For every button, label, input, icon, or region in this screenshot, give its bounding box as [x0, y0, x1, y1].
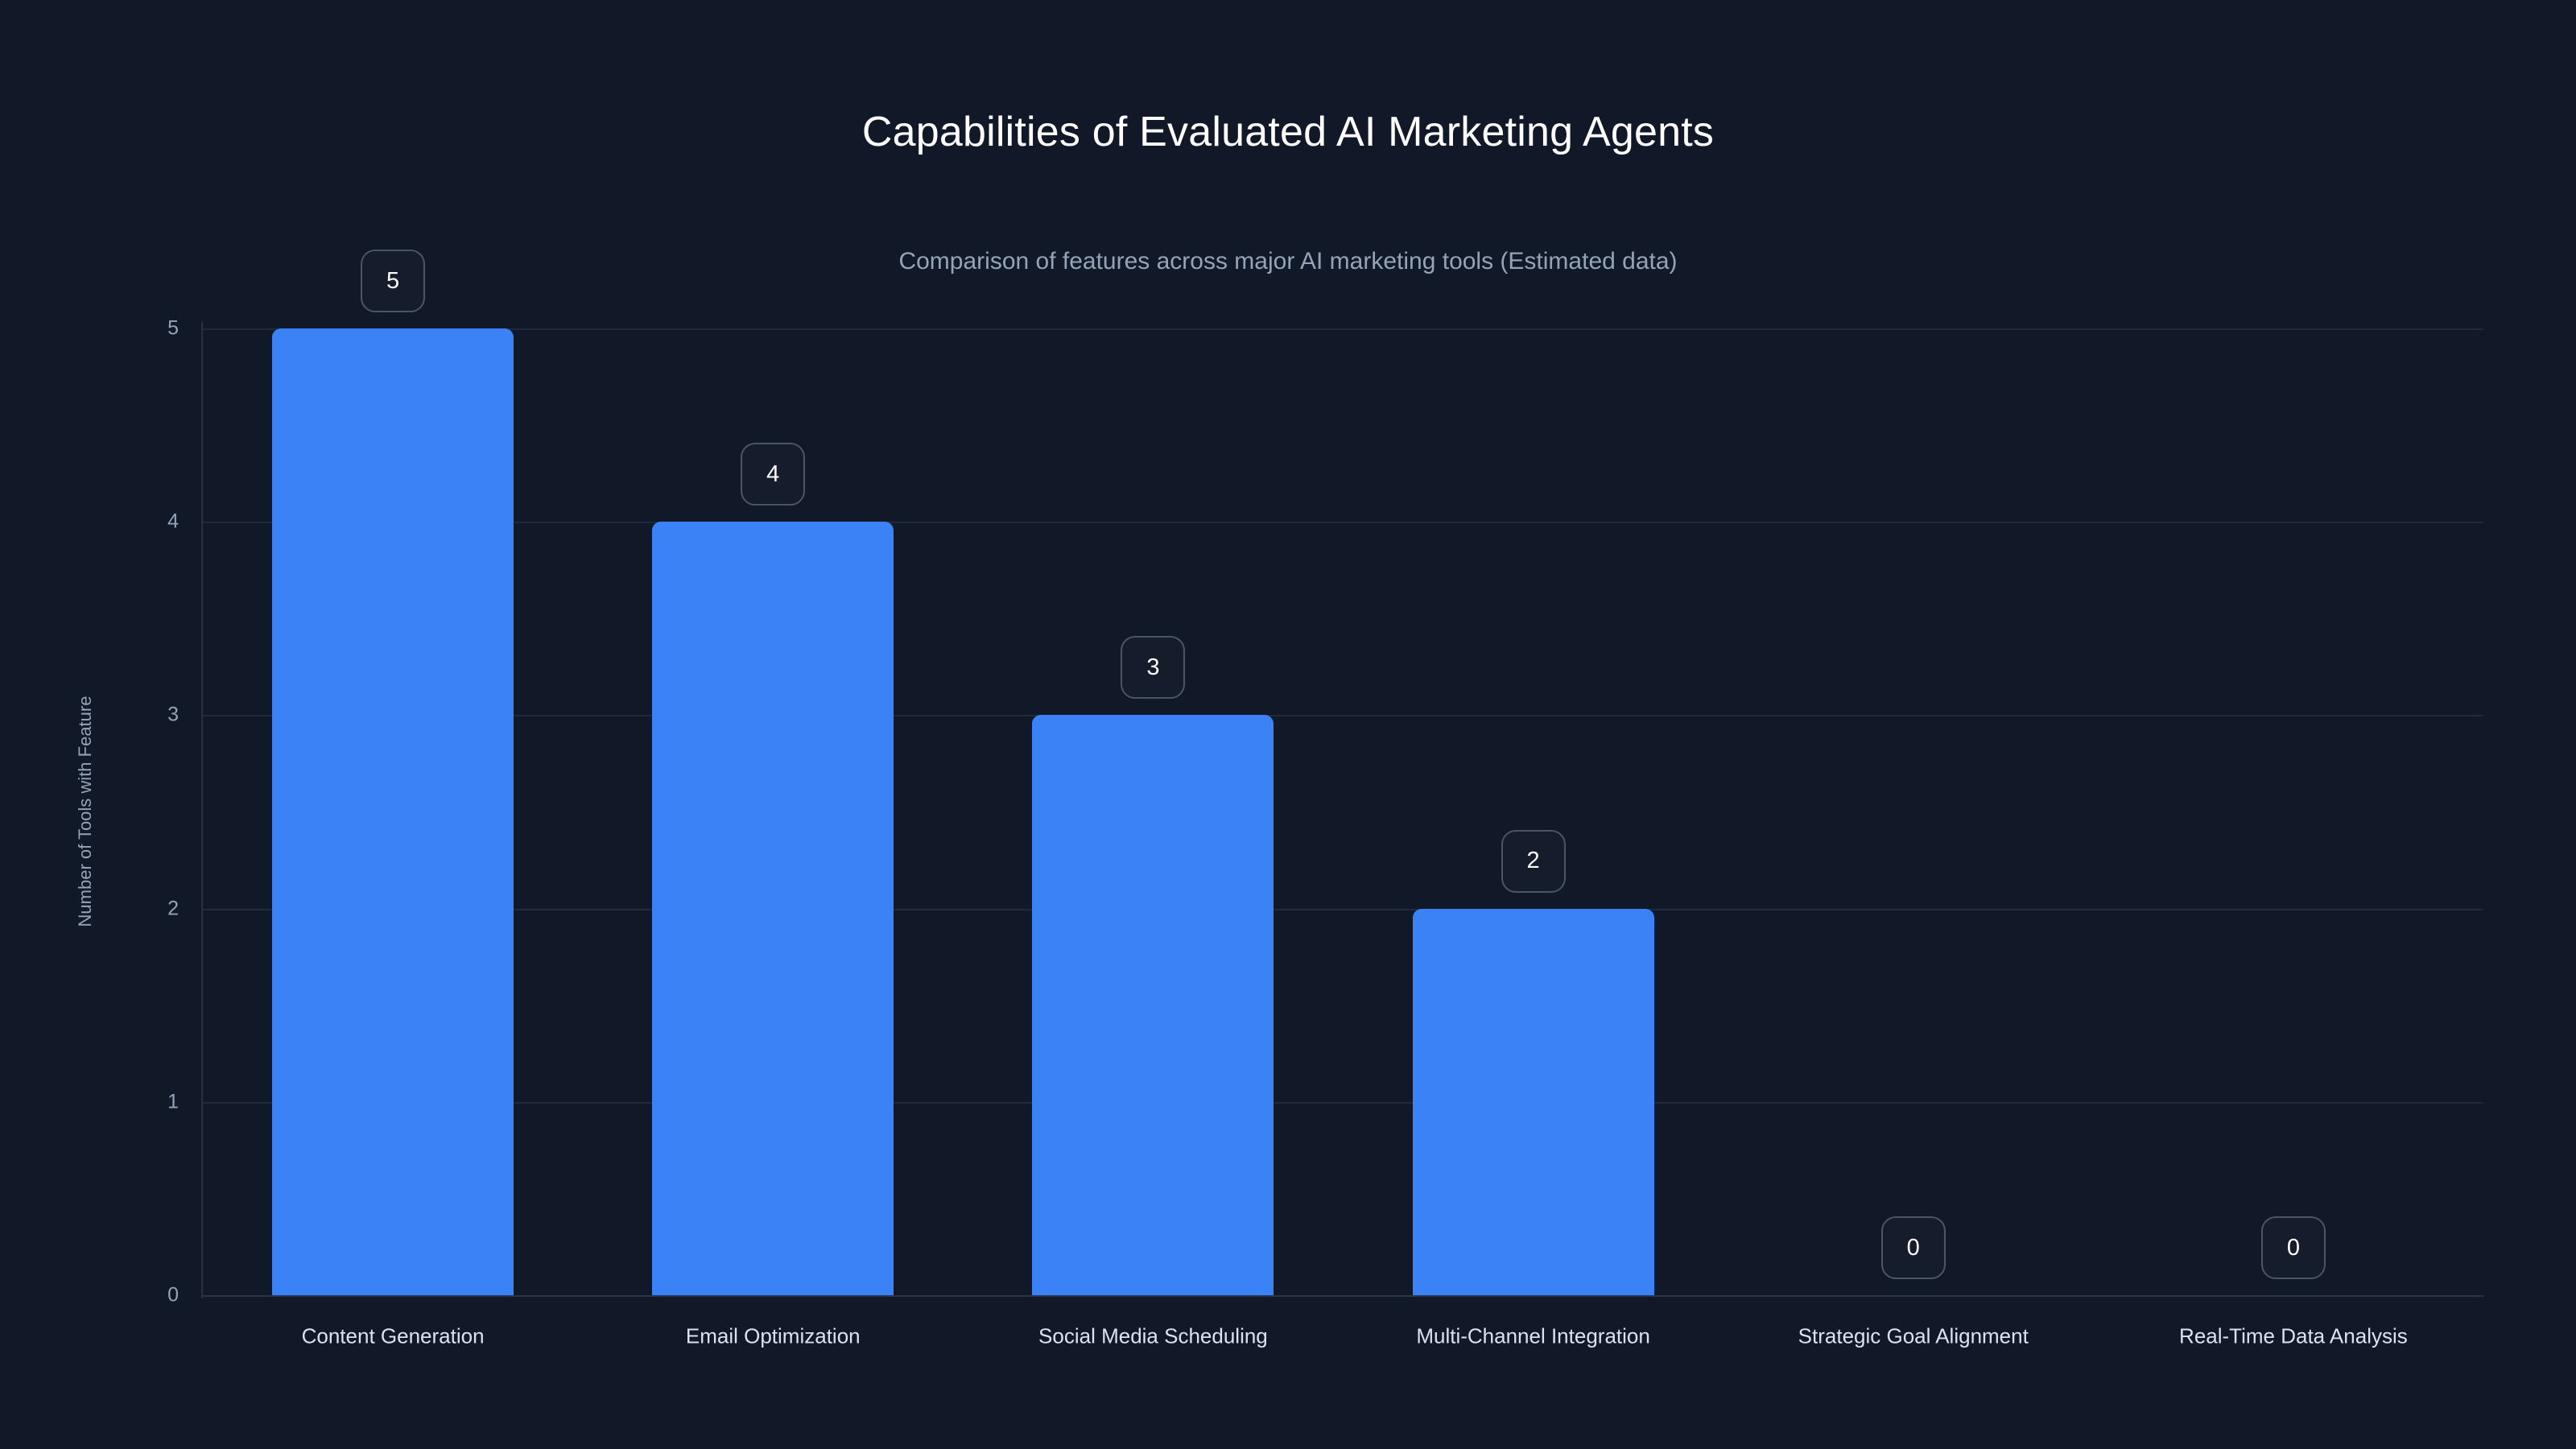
bar-value-badge: 0	[1880, 1216, 1946, 1279]
gridline	[203, 715, 2483, 717]
bar-value-badge: 2	[1501, 829, 1566, 893]
y-axis-title: Number of Tools with Feature	[75, 696, 95, 927]
gridline	[203, 522, 2483, 524]
x-axis-tick-label: Social Media Scheduling	[1038, 1323, 1268, 1348]
bar[interactable]	[652, 522, 894, 1295]
y-axis-tick-label: 5	[167, 316, 179, 340]
bar[interactable]	[272, 328, 514, 1295]
bar-value-badge: 3	[1121, 636, 1186, 700]
y-axis-tick-label: 2	[167, 897, 179, 920]
plot-area	[203, 328, 2483, 1297]
bar[interactable]	[1412, 908, 1654, 1295]
x-axis-tick-label: Multi-Channel Integration	[1416, 1323, 1650, 1348]
x-axis-tick-label: Real-Time Data Analysis	[2179, 1323, 2408, 1348]
y-axis-line	[201, 322, 203, 1298]
y-axis-tick-label: 0	[167, 1283, 179, 1307]
bar-value-badge: 0	[2260, 1216, 2326, 1279]
x-axis-tick-label: Strategic Goal Alignment	[1798, 1323, 2029, 1348]
x-axis-tick-label: Content Generation	[301, 1323, 485, 1348]
y-axis-tick-label: 3	[167, 703, 179, 726]
gridline	[203, 1295, 2483, 1297]
gridline	[203, 328, 2483, 330]
gridline	[203, 1101, 2483, 1104]
chart-title: Capabilities of Evaluated AI Marketing A…	[861, 109, 1715, 155]
y-axis-tick-label: 4	[167, 510, 179, 533]
bar[interactable]	[1032, 715, 1274, 1295]
bar-value-badge: 5	[361, 250, 426, 312]
y-axis-tick-label: 1	[167, 1090, 179, 1113]
gridline	[203, 908, 2483, 910]
chart-subtitle: Comparison of features across major AI m…	[898, 248, 1678, 275]
x-axis-tick-label: Email Optimization	[685, 1323, 861, 1348]
bar-value-badge: 4	[741, 443, 806, 506]
